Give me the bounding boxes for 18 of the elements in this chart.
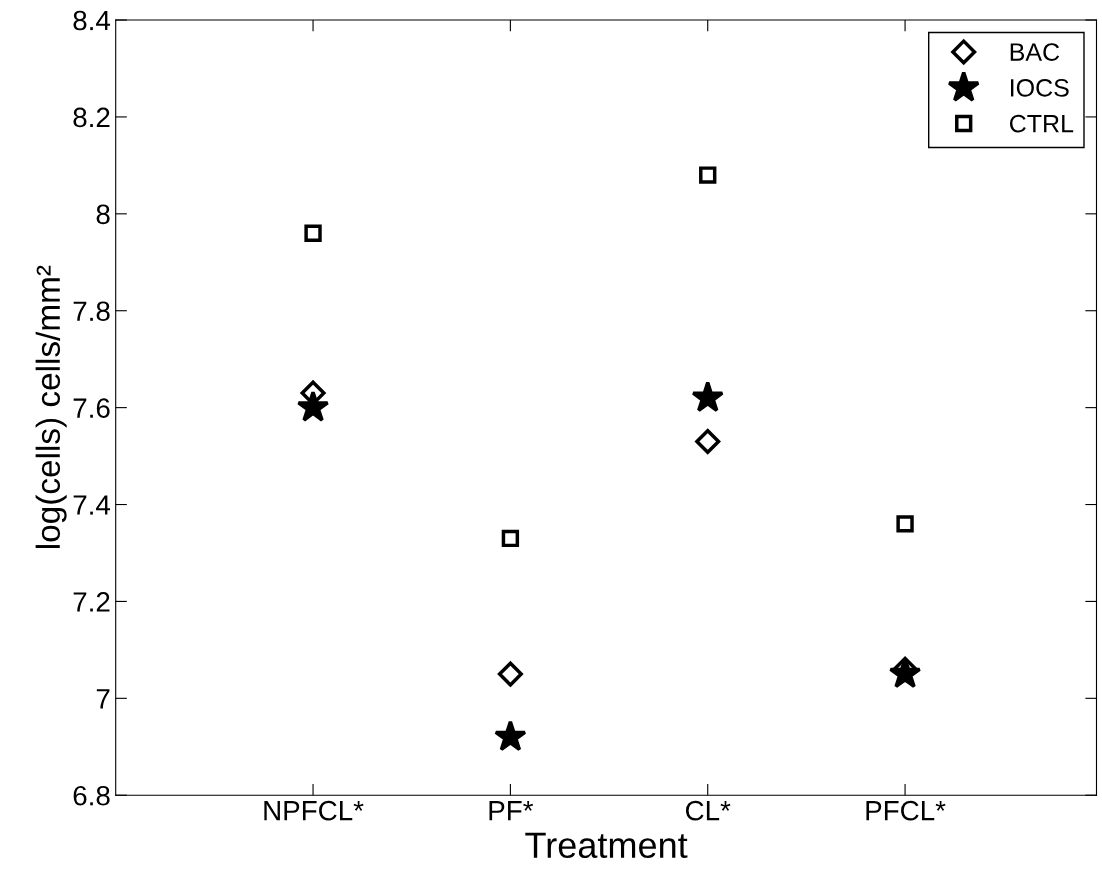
y-tick-label: 8.2 (73, 107, 110, 128)
x-tick-label: PFCL* (866, 800, 946, 821)
y-axis-title: log(cells) cells/mm² (35, 265, 67, 548)
y-tick-label: 7.8 (73, 301, 110, 322)
y-tick-label: 7.2 (73, 592, 110, 612)
x-axis-title: Treatment (525, 832, 688, 859)
y-tick-label: 6.8 (73, 785, 110, 806)
legend-label: BAC (1010, 43, 1060, 61)
y-tick-label: 8.4 (73, 10, 111, 31)
legend-label: IOCS (1011, 79, 1069, 97)
y-tick-label: 7.4 (73, 495, 111, 515)
y-tick-label: 7.6 (73, 398, 110, 418)
legend-label: CTRL (1009, 114, 1074, 133)
y-tick-label: 7 (96, 689, 110, 709)
x-tick-label: NPFCL* (264, 800, 364, 821)
x-tick-label: CL* (685, 800, 731, 821)
y-tick-label: 8 (96, 204, 110, 225)
x-tick-label: PF* (489, 801, 534, 821)
